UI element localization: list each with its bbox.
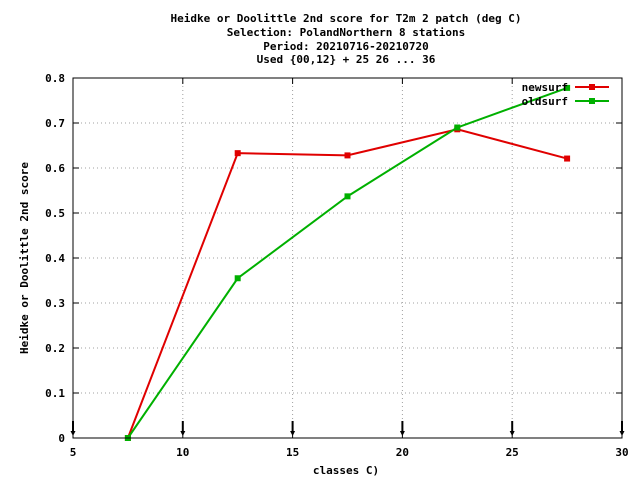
y-tick-label-1: 0.1 bbox=[45, 387, 65, 400]
data-point-newsurf-4 bbox=[564, 155, 571, 162]
legend-marker-oldsurf bbox=[589, 98, 595, 104]
y-tick-label-8: 0.8 bbox=[45, 72, 65, 85]
data-point-oldsurf-2 bbox=[344, 193, 351, 200]
y-tick-label-5: 0.5 bbox=[45, 207, 65, 220]
x-tick-label-1: 10 bbox=[176, 446, 189, 459]
series-line-newsurf bbox=[126, 128, 568, 439]
plot-frame bbox=[72, 77, 623, 439]
title-line-3: Period: 20210716-20210720 bbox=[263, 40, 429, 53]
legend-marker-newsurf bbox=[589, 84, 595, 90]
data-point-newsurf-1 bbox=[234, 150, 241, 157]
legend-label-newsurf: newsurf bbox=[522, 81, 568, 94]
x-tick-label-4: 25 bbox=[506, 446, 519, 459]
legend-label-oldsurf: oldsurf bbox=[522, 95, 568, 108]
x-tick-label-2: 15 bbox=[286, 446, 299, 459]
y-tick-label-0: 0 bbox=[58, 432, 65, 445]
y-tick-label-6: 0.6 bbox=[45, 162, 65, 175]
title-line-2: Selection: PolandNorthern 8 stations bbox=[227, 26, 465, 39]
y-tick-label-4: 0.4 bbox=[45, 252, 65, 265]
data-point-newsurf-2 bbox=[344, 152, 351, 159]
title-line-1: Heidke or Doolittle 2nd score for T2m 2 … bbox=[171, 12, 522, 25]
y-tick-label-3: 0.3 bbox=[45, 297, 65, 310]
data-point-oldsurf-1 bbox=[234, 275, 241, 282]
class-boundary-markers bbox=[70, 421, 625, 436]
y-tick-label-2: 0.2 bbox=[45, 342, 65, 355]
data-point-oldsurf-4 bbox=[564, 84, 571, 91]
y-axis-ticks: 0 0.1 0.2 0.3 0.4 0.5 0.6 0.7 0.8 bbox=[45, 72, 622, 445]
x-axis-ticks: 5 10 15 20 25 30 bbox=[70, 78, 629, 459]
x-tick-label-3: 20 bbox=[396, 446, 409, 459]
x-tick-label-0: 5 bbox=[70, 446, 77, 459]
chart-title: Heidke or Doolittle 2nd score for T2m 2 … bbox=[171, 12, 522, 66]
y-tick-label-7: 0.7 bbox=[45, 117, 65, 130]
series-group bbox=[124, 84, 571, 441]
data-point-oldsurf-3 bbox=[454, 124, 461, 131]
title-line-4: Used {00,12} + 25 26 ... 36 bbox=[257, 53, 436, 66]
grid bbox=[73, 78, 622, 438]
x-tick-label-5: 30 bbox=[615, 446, 628, 459]
y-axis-label: Heidke or Doolittle 2nd score bbox=[18, 162, 31, 354]
x-axis-label: classes C) bbox=[313, 464, 379, 477]
